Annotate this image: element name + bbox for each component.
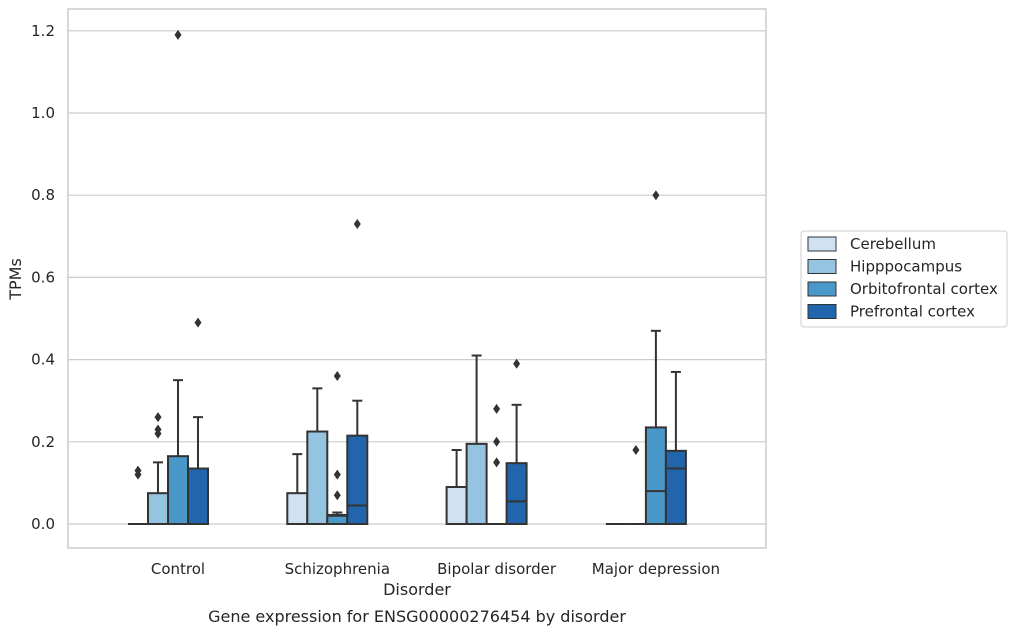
iqr-box [167,455,189,525]
box-0-3 [187,317,209,526]
iqr-box [505,462,528,525]
outlier-point [154,424,162,435]
outlier-point [513,358,521,369]
outlier-point [493,457,501,468]
box-3-3 [664,370,687,526]
legend-entry: Prefrontal cortex [850,303,975,321]
y-tick-label: 0.0 [31,515,55,533]
outlier-point [134,465,142,476]
outlier-point [493,436,501,447]
y-axis-label: TPMs [6,258,25,301]
outlier-point [333,490,341,501]
box-3-1 [625,445,646,525]
outlier-point [333,469,341,480]
iqr-box [445,486,468,526]
outlier-point [154,412,162,423]
y-tick-label: 0.2 [31,433,55,451]
y-tick-label: 0.8 [31,186,55,204]
iqr-box [306,430,329,525]
y-tick-label: 1.0 [31,104,55,122]
legend-swatch [807,259,837,274]
box-1-1 [306,387,329,525]
outlier-point [174,29,182,40]
x-tick-label: Bipolar disorder [437,560,557,578]
legend-swatch [807,236,837,252]
iqr-box [644,426,667,526]
outlier-point [632,445,640,456]
grid-lines [68,30,766,525]
iqr-box [465,442,488,526]
outlier-point [353,218,361,229]
box-1-3 [346,218,369,526]
plot-frame [67,8,767,549]
legend-entry: Orbitofrontal cortex [850,280,998,298]
x-tick-label: Schizophrenia [285,560,390,578]
outlier-point [333,371,341,382]
box-2-3 [505,358,528,525]
box-1-0 [286,453,309,525]
legend-swatch [807,281,837,297]
box-2-1 [465,354,488,526]
box-0-1 [147,412,169,525]
legend: Cerebellum Hipppocampus Orbitofrontal cort… [800,230,1008,328]
iqr-box [346,434,369,526]
box-3-2 [644,190,667,526]
box-0-0 [128,465,148,525]
outlier-point [493,403,501,414]
iqr-box [187,467,209,526]
chart-caption: Gene expression for ENSG00000276454 by d… [208,607,626,626]
legend-swatch [807,304,837,319]
x-tick-label: Major depression [592,560,720,578]
x-tick-labels: Control Schizophrenia Bipolar disorder Majo… [151,560,720,578]
y-tick-label: 1.2 [31,22,55,40]
legend-entry: Hipppocampus [850,258,962,276]
y-tick-label: 0.4 [31,351,55,369]
x-tick-label: Control [151,560,205,578]
iqr-box [286,492,309,525]
box-2-0 [445,449,468,526]
iqr-box [664,449,687,526]
outlier-point [652,190,660,201]
outlier-point [194,317,202,328]
legend-frame [800,230,1008,328]
y-tick-labels: 0.0 0.2 0.4 0.6 0.8 1.0 1.2 [31,22,55,533]
box-1-2 [326,371,349,526]
y-tick-label: 0.6 [31,268,55,286]
x-axis-label: Disorder [383,580,451,599]
legend-entry: Cerebellum [850,235,936,253]
plot-area [128,29,687,526]
box-2-2 [486,403,507,525]
iqr-box [147,492,169,525]
